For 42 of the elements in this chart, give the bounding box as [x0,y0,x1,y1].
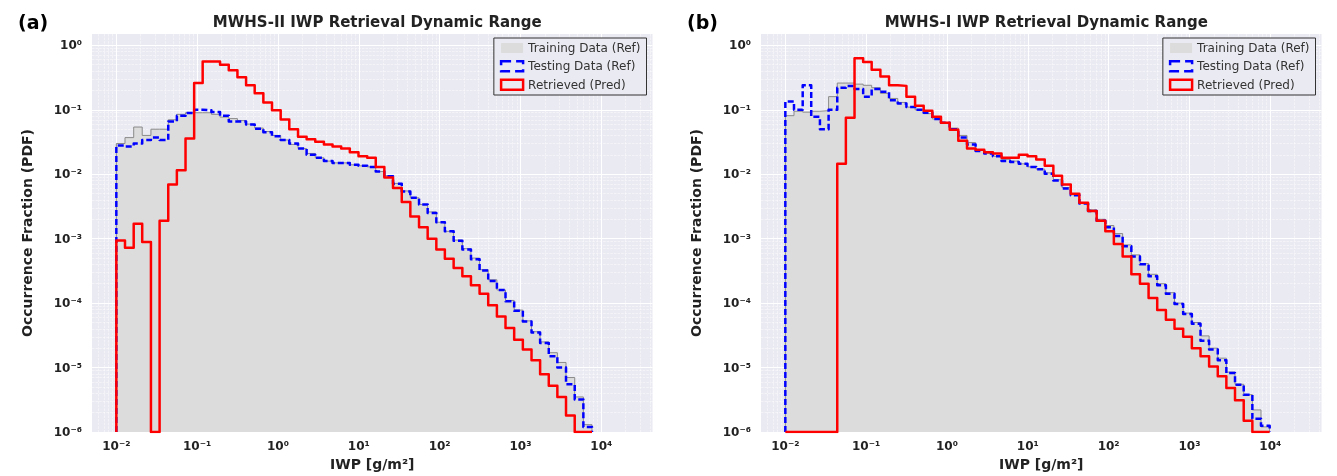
legend-label: Testing Data (Ref) [1195,59,1304,74]
x-tick-label: 10⁻² [102,439,131,453]
x-axis-title: IWP [g/m²] [330,456,415,472]
x-tick-label: 10⁻¹ [183,439,212,453]
y-tick-label: 10⁻⁶ [722,425,751,439]
x-tick-label: 10³ [1177,439,1200,453]
y-tick-label: 10⁻¹ [53,102,82,117]
y-tick-label: 10⁻³ [53,231,82,246]
y-tick-label: 10⁻⁴ [722,296,751,311]
x-tick-label: 10² [1097,439,1120,453]
y-axis-title: Occurrence Fraction (PDF) [687,129,704,337]
legend-label: Retrieved (Pred) [528,77,626,92]
y-tick-label: 10⁻² [53,167,82,182]
y-axis-title: Occurrence Fraction (PDF) [19,129,35,337]
x-tick-label: 10¹ [1016,439,1039,453]
x-tick-label: 10⁻² [770,439,799,453]
y-tick-label: 10⁻⁶ [53,425,82,439]
text: (b) [686,10,718,33]
x-tick-label: 10² [428,439,451,453]
legend-label: Testing Data (Ref) [527,59,636,74]
y-tick-label: 10⁻¹ [722,102,751,117]
chart-title: MWHS-I IWP Retrieval Dynamic Range [884,12,1208,31]
x-tick-label: 10⁴ [590,439,613,453]
x-tick-label: 10³ [509,439,532,453]
x-tick-label: 10⁻¹ [851,439,880,453]
text: (a) [18,10,49,33]
x-tick-label: 10⁰ [935,439,958,453]
y-tick-label: 10⁰ [60,38,82,53]
x-tick-label: 10⁰ [267,439,289,453]
y-tick-label: 10⁻⁵ [722,360,751,375]
legend-label: Training Data (Ref) [527,41,641,55]
y-tick-label: 10⁰ [728,38,751,53]
chart-title: MWHS-II IWP Retrieval Dynamic Range [212,12,542,31]
x-axis-title: IWP [g/m²] [998,456,1083,472]
x-tick-label: 10¹ [347,439,370,453]
x-tick-label: 10⁴ [1258,439,1281,453]
y-tick-label: 10⁻⁴ [53,296,82,311]
y-tick-label: 10⁻² [722,167,751,182]
legend-label: Retrieved (Pred) [1196,77,1295,92]
y-tick-label: 10⁻⁵ [53,360,82,375]
y-tick-label: 10⁻³ [722,231,751,246]
legend-label: Training Data (Ref) [1195,41,1310,55]
